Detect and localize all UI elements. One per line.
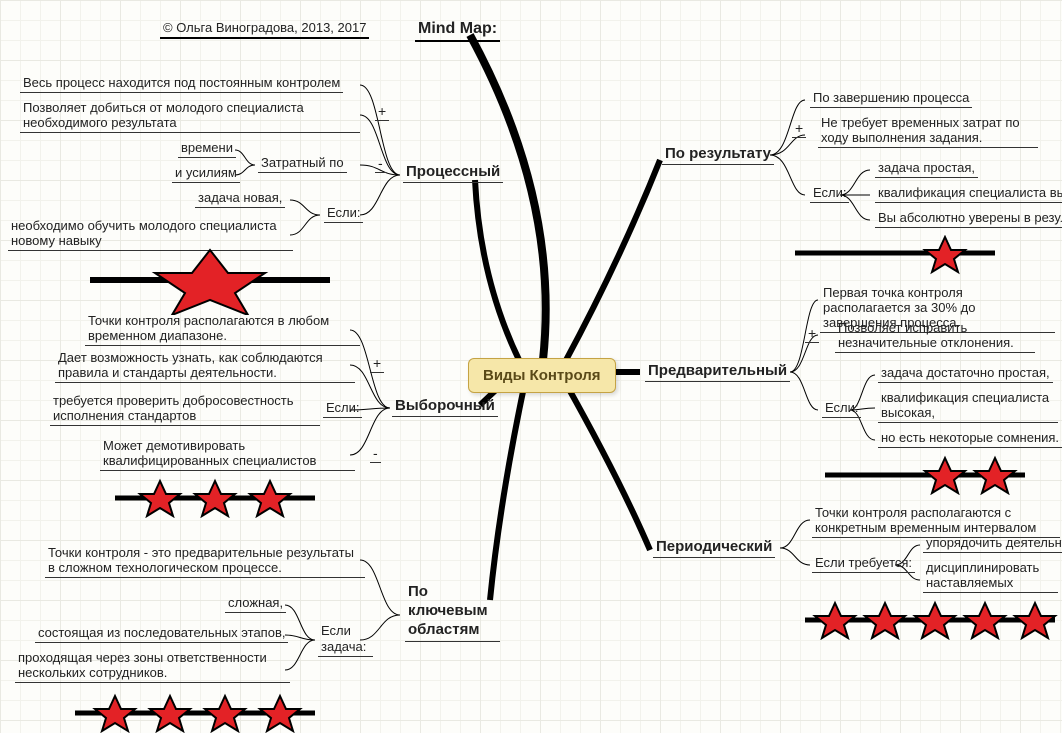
process-p1: Весь процесс находится под постоянным ко… xyxy=(20,75,343,93)
process-time: времени xyxy=(178,140,236,158)
rating-process xyxy=(80,245,340,320)
rating-selective xyxy=(110,478,320,518)
result-c1: задача простая, xyxy=(875,160,978,178)
heading-preliminary: Предварительный xyxy=(645,362,790,382)
pre-c1: задача достаточно простая, xyxy=(878,365,1053,383)
rating-key xyxy=(70,693,320,733)
selective-p2: Дает возможность узнать, как соблюдаются… xyxy=(55,350,355,383)
rating-preliminary xyxy=(820,455,1030,495)
selective-if: Если: xyxy=(323,400,362,418)
plus-icon: + xyxy=(805,325,819,343)
result-c3: Вы абсолютно уверены в результате. xyxy=(875,210,1062,228)
key-c1: сложная, xyxy=(225,595,286,613)
result-p1: По завершению процесса xyxy=(810,90,972,108)
minus-icon: - xyxy=(370,445,381,463)
key-iftask: Если задача: xyxy=(318,623,373,657)
key-p1: Точки контроля - это предварительные рез… xyxy=(45,545,365,578)
heading-key: По ключевым областям xyxy=(405,583,500,642)
periodic-ifreq: Если требуется: xyxy=(812,555,915,573)
center-node: Виды Контроля xyxy=(468,358,616,393)
rating-result xyxy=(790,235,1000,275)
periodic-p1: Точки контроля располагаются с конкретны… xyxy=(812,505,1060,538)
copyright: © Ольга Виноградова, 2013, 2017 xyxy=(160,20,369,39)
selective-m1: Может демотивировать квалифицированных с… xyxy=(100,438,355,471)
title-mind-map: Mind Map: xyxy=(415,20,500,42)
pre-if: Если: xyxy=(822,400,861,418)
periodic-c1: упорядочить деятельность, xyxy=(923,535,1062,553)
process-effort: и усилиям xyxy=(172,165,240,183)
pre-c2: квалификация специалиста высокая, xyxy=(878,390,1058,423)
key-c3: проходящая через зоны ответственности не… xyxy=(15,650,290,683)
rating-periodic xyxy=(800,600,1060,640)
process-p2: Позволяет добиться от молодого специалис… xyxy=(20,100,360,133)
plus-icon: + xyxy=(792,120,806,138)
plus-icon: + xyxy=(370,355,384,373)
center-label: Виды Контроля xyxy=(483,367,601,384)
periodic-c2: дисциплинировать наставляемых xyxy=(923,560,1058,593)
process-costly: Затратный по xyxy=(258,155,347,173)
result-if: Если: xyxy=(810,185,849,203)
key-c2: состоящая из последовательных этапов, xyxy=(35,625,288,643)
pre-p2: Позволяет исправить незначительные откло… xyxy=(835,320,1035,353)
minus-icon: - xyxy=(375,155,386,173)
heading-process: Процессный xyxy=(403,163,503,183)
heading-selective: Выборочный xyxy=(392,397,498,417)
selective-c1: требуется проверить добросовестность исп… xyxy=(50,393,320,426)
pre-c3: но есть некоторые сомнения. xyxy=(878,430,1062,448)
result-p2: Не требует временных затрат по ходу выпо… xyxy=(818,115,1038,148)
heading-periodic: Периодический xyxy=(653,538,775,558)
heading-result: По результату xyxy=(662,145,774,165)
process-if: Если: xyxy=(324,205,363,223)
plus-icon: + xyxy=(375,103,389,121)
process-c1: задача новая, xyxy=(195,190,285,208)
result-c2: квалификация специалиста высокая, xyxy=(875,185,1062,203)
